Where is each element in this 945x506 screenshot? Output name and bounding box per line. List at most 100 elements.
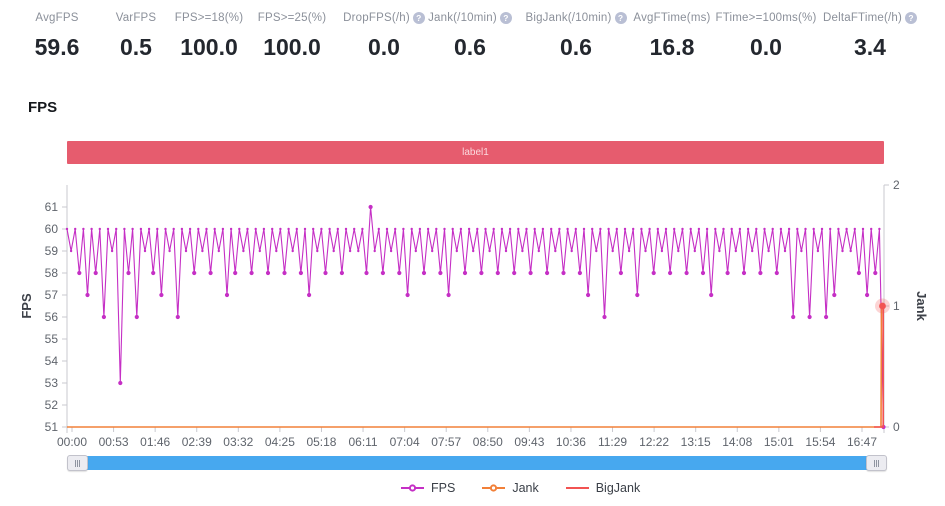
svg-text:04:25: 04:25 xyxy=(265,435,295,449)
legend-label: FPS xyxy=(431,481,456,495)
left-axis-title: FPS xyxy=(19,293,34,319)
svg-text:12:22: 12:22 xyxy=(639,435,669,449)
svg-text:61: 61 xyxy=(45,200,59,214)
x-axis-labels: 00:00 00:53 01:46 02:39 03:32 04:25 05:18 06:11… xyxy=(57,427,877,449)
svg-text:16:47: 16:47 xyxy=(847,435,877,449)
svg-text:0: 0 xyxy=(893,420,900,434)
svg-text:1: 1 xyxy=(893,299,900,313)
svg-text:60: 60 xyxy=(45,222,59,236)
svg-text:01:46: 01:46 xyxy=(140,435,170,449)
jank-marker-icon xyxy=(482,484,506,492)
svg-text:08:50: 08:50 xyxy=(473,435,503,449)
metric-value: 0.5 xyxy=(120,34,152,60)
metric-value: 16.8 xyxy=(649,34,695,60)
legend-item-bigjank[interactable]: BigJank xyxy=(565,481,640,495)
scene-label-banner[interactable]: label1 xyxy=(67,141,884,164)
metric-value: 0.6 xyxy=(560,34,592,60)
svg-text:51: 51 xyxy=(45,420,59,434)
metric-value: 3.4 xyxy=(854,34,886,60)
metric-label: FTime>=100ms(%) xyxy=(691,12,841,24)
right-axis-title: Jank xyxy=(914,291,929,321)
metric-label: DropFPS(/h)? xyxy=(309,12,459,24)
svg-text:02:39: 02:39 xyxy=(182,435,212,449)
help-icon[interactable]: ? xyxy=(614,12,627,24)
svg-text:00:00: 00:00 xyxy=(57,435,87,449)
metric-label: AvgFTime(ms) xyxy=(597,12,747,24)
legend-item-fps[interactable]: FPS xyxy=(400,481,455,495)
metric-label-text: FPS>=25(%) xyxy=(257,12,327,24)
metric-value: 0.6 xyxy=(454,34,486,60)
chart-range-slider xyxy=(67,455,887,471)
bigjank-series xyxy=(874,306,885,428)
svg-text:58: 58 xyxy=(45,266,59,280)
metric-label: Jank(/10min)? xyxy=(395,12,545,24)
metric-bigjank10min: BigJank(/10min)? 0.6 xyxy=(501,12,651,61)
svg-text:15:54: 15:54 xyxy=(805,435,835,449)
metric-label-text: FPS>=18(%) xyxy=(174,12,244,24)
metric-label: VarFPS xyxy=(61,12,211,24)
metric-ftime100ms: FTime>=100ms(%) 0.0 xyxy=(691,12,841,61)
scene-label-text: label1 xyxy=(462,147,489,158)
left-axis-ticks: 51 52 53 54 55 56 57 58 59 60 61 xyxy=(45,200,67,434)
help-icon[interactable]: ? xyxy=(499,12,512,24)
metric-label: DeltaFTime(/h)? xyxy=(795,12,945,24)
svg-text:54: 54 xyxy=(45,354,59,368)
highlighted-point[interactable] xyxy=(875,298,890,314)
metric-fps18: FPS>=18(%) 100.0 xyxy=(134,12,284,61)
legend-label: Jank xyxy=(512,481,539,495)
fps-series xyxy=(65,204,886,430)
metric-label: FPS>=25(%) xyxy=(217,12,367,24)
metric-dropfpsh: DropFPS(/h)? 0.0 xyxy=(309,12,459,61)
metric-label-text: AvgFTime(ms) xyxy=(633,12,711,24)
metric-jank10min: Jank(/10min)? 0.6 xyxy=(395,12,545,61)
metric-varfps: VarFPS 0.5 xyxy=(61,12,211,61)
svg-text:15:01: 15:01 xyxy=(764,435,794,449)
svg-text:53: 53 xyxy=(45,376,59,390)
metric-label-text: DropFPS(/h) xyxy=(343,12,410,24)
metric-avgftimems: AvgFTime(ms) 16.8 xyxy=(597,12,747,61)
metric-label-text: VarFPS xyxy=(115,12,157,24)
metric-value: 59.6 xyxy=(34,34,80,60)
slider-handle-left[interactable] xyxy=(67,455,88,471)
metric-value: 100.0 xyxy=(263,34,321,60)
legend-label: BigJank xyxy=(595,481,641,495)
svg-text:10:36: 10:36 xyxy=(556,435,586,449)
metric-label: BigJank(/10min)? xyxy=(501,12,651,24)
metric-label-text: AvgFPS xyxy=(35,12,79,24)
metric-fps25: FPS>=25(%) 100.0 xyxy=(217,12,367,61)
metric-deltaftimeh: DeltaFTime(/h)? 3.4 xyxy=(795,12,945,61)
metric-label-text: DeltaFTime(/h) xyxy=(822,12,903,24)
metric-label: AvgFPS xyxy=(0,12,132,24)
svg-text:14:08: 14:08 xyxy=(722,435,752,449)
legend-item-jank[interactable]: Jank xyxy=(481,481,539,495)
help-icon[interactable]: ? xyxy=(412,12,425,24)
svg-text:56: 56 xyxy=(45,310,59,324)
svg-text:07:57: 07:57 xyxy=(431,435,461,449)
metric-label-text: BigJank(/10min) xyxy=(525,12,612,24)
chart-legend: FPS Jank BigJank xyxy=(400,481,640,495)
svg-text:00:53: 00:53 xyxy=(99,435,129,449)
slider-handle-right[interactable] xyxy=(866,455,887,471)
slider-selected-range[interactable] xyxy=(78,456,876,470)
help-icon[interactable]: ? xyxy=(905,12,918,24)
svg-text:03:32: 03:32 xyxy=(223,435,253,449)
metric-value: 0.0 xyxy=(368,34,400,60)
metric-value: 0.0 xyxy=(750,34,782,60)
svg-text:06:11: 06:11 xyxy=(348,435,377,449)
fps-marker-icon xyxy=(401,484,424,492)
svg-text:59: 59 xyxy=(45,244,59,258)
metrics-header: AvgFPS 59.6 VarFPS 0.5 FPS>=18(%) 100.0 FPS>=2… xyxy=(0,0,945,90)
metric-value: 100.0 xyxy=(180,34,238,60)
svg-text:52: 52 xyxy=(45,398,59,412)
svg-text:09:43: 09:43 xyxy=(514,435,544,449)
chart-plot-area[interactable] xyxy=(67,185,884,427)
metric-avgfps: AvgFPS 59.6 xyxy=(0,12,132,61)
bigjank-marker-icon xyxy=(565,487,589,489)
svg-text:13:15: 13:15 xyxy=(681,435,711,449)
svg-text:57: 57 xyxy=(45,288,59,302)
svg-text:07:04: 07:04 xyxy=(390,435,420,449)
svg-text:2: 2 xyxy=(893,178,900,192)
metric-label: FPS>=18(%) xyxy=(134,12,284,24)
